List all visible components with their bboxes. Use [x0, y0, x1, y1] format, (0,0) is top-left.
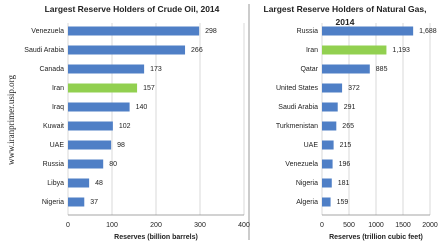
y-tick-label: Venezuela	[285, 161, 318, 168]
y-tick-label: Canada	[39, 66, 64, 73]
y-tick-label: Iran	[306, 47, 318, 54]
value-label: 196	[339, 161, 351, 168]
value-label: 37	[90, 199, 98, 206]
bar	[322, 102, 338, 112]
y-tick-label: Venezuela	[31, 28, 64, 35]
x-tick-label: 200	[150, 222, 162, 229]
y-tick-label: Saudi Arabia	[24, 47, 64, 54]
value-label: 140	[136, 104, 148, 111]
bar	[68, 26, 200, 36]
value-label: 159	[337, 199, 349, 206]
chart-title: Largest Reserve Holders of Crude Oil, 20…	[45, 4, 220, 14]
bar	[322, 26, 414, 36]
x-tick-label: 1000	[368, 222, 384, 229]
value-label: 215	[340, 142, 352, 149]
value-label: 1,193	[392, 47, 410, 54]
bar	[322, 45, 387, 55]
value-label: 173	[150, 66, 162, 73]
y-tick-label: Iraq	[52, 104, 64, 111]
y-tick-label: Nigeria	[296, 180, 318, 187]
y-tick-label: Turkmenistan	[276, 123, 318, 130]
y-tick-label: Russia	[297, 28, 319, 35]
bar	[68, 83, 138, 93]
y-tick-label: Nigeria	[42, 199, 64, 206]
value-label: 265	[342, 123, 354, 130]
x-axis-label: Reserves (billion barrels)	[114, 234, 198, 241]
value-label: 298	[205, 28, 217, 35]
bar	[322, 64, 370, 74]
bar	[68, 140, 112, 150]
watermark: www.iranprimer.usip.org	[6, 75, 16, 165]
bar	[322, 83, 343, 93]
bar	[68, 45, 186, 55]
y-tick-label: Libya	[47, 180, 64, 187]
y-tick-label: Kuwait	[43, 123, 64, 130]
bar	[68, 197, 85, 207]
y-tick-label: Iran	[52, 85, 64, 92]
bar	[68, 121, 113, 131]
value-label: 372	[348, 85, 360, 92]
value-label: 48	[95, 180, 103, 187]
y-tick-label: Qatar	[300, 66, 318, 73]
value-label: 885	[376, 66, 388, 73]
chart-title: Largest Reserve Holders of Natural Gas, 2…	[264, 4, 427, 27]
x-tick-label: 100	[106, 222, 118, 229]
x-tick-label: 1500	[395, 222, 411, 229]
value-label: 291	[344, 104, 356, 111]
bar	[322, 140, 334, 150]
value-label: 80	[109, 161, 117, 168]
value-label: 98	[117, 142, 125, 149]
x-tick-label: 2000	[422, 222, 438, 229]
y-tick-label: UAE	[304, 142, 319, 149]
bar	[322, 121, 337, 131]
bar	[68, 178, 90, 188]
value-label: 1,688	[419, 28, 437, 35]
value-label: 102	[119, 123, 131, 130]
bar	[68, 159, 104, 169]
x-axis-label: Reserves (trillion cubic feet)	[329, 234, 423, 241]
y-tick-label: Algeria	[296, 199, 318, 206]
bar	[322, 197, 331, 207]
value-label: 181	[338, 180, 350, 187]
y-tick-label: UAE	[50, 142, 65, 149]
x-tick-label: 0	[66, 222, 70, 229]
bar	[68, 102, 130, 112]
bar	[68, 64, 145, 74]
y-tick-label: United States	[276, 85, 319, 92]
bar	[322, 178, 332, 188]
bar	[322, 159, 333, 169]
x-tick-label: 0	[320, 222, 324, 229]
y-tick-label: Saudi Arabia	[278, 104, 318, 111]
x-tick-label: 400	[238, 222, 250, 229]
value-label: 157	[143, 85, 155, 92]
x-tick-label: 500	[343, 222, 355, 229]
value-label: 266	[191, 47, 203, 54]
y-tick-label: Russia	[43, 161, 65, 168]
x-tick-label: 300	[194, 222, 206, 229]
